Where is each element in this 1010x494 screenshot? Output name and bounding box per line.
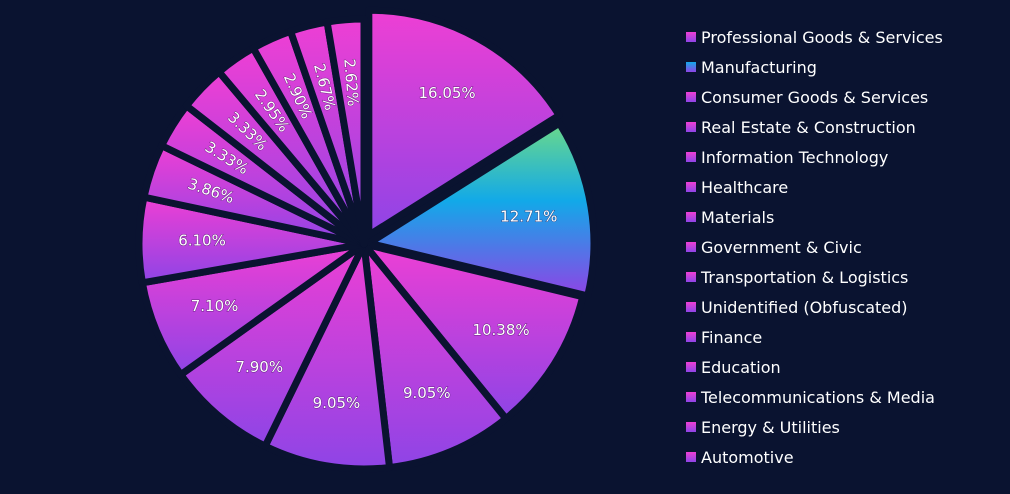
legend-item: Real Estate & Construction xyxy=(686,112,943,142)
legend-swatch xyxy=(686,122,696,132)
legend-item: Information Technology xyxy=(686,142,943,172)
legend-item: Automotive xyxy=(686,442,943,472)
legend-label: Unidentified (Obfuscated) xyxy=(701,297,908,317)
legend-swatch xyxy=(686,152,696,162)
legend-item: Manufacturing xyxy=(686,52,943,82)
legend-label: Real Estate & Construction xyxy=(701,117,916,137)
legend-label: Finance xyxy=(701,327,763,347)
legend-swatch xyxy=(686,242,696,252)
pie-slice-real-estate-construction xyxy=(360,240,510,472)
data-label: 16.05% xyxy=(418,84,475,102)
legend-swatch xyxy=(686,182,696,192)
pie-slice-information-technology xyxy=(261,240,394,473)
legend-label: Manufacturing xyxy=(701,57,817,77)
legend-item: Materials xyxy=(686,202,943,232)
legend-label: Materials xyxy=(701,207,775,227)
legend-swatch xyxy=(686,302,696,312)
legend-label: Government & Civic xyxy=(701,237,862,257)
legend-item: Professional Goods & Services xyxy=(686,22,943,52)
data-label: 2.62% xyxy=(340,58,362,107)
legend-label: Healthcare xyxy=(701,177,789,197)
legend-label: Transportation & Logistics xyxy=(701,267,909,287)
legend: Professional Goods & Services Manufacturi… xyxy=(686,22,943,472)
legend-item: Education xyxy=(686,352,943,382)
legend-label: Automotive xyxy=(701,447,794,467)
pie-slice-automotive xyxy=(323,15,368,248)
legend-swatch xyxy=(686,62,696,72)
legend-item: Telecommunications & Media xyxy=(686,382,943,412)
legend-swatch xyxy=(686,392,696,402)
legend-label: Telecommunications & Media xyxy=(701,387,935,407)
legend-label: Consumer Goods & Services xyxy=(701,87,929,107)
data-label: 7.90% xyxy=(235,358,283,376)
pie-slice-professional-goods-services xyxy=(365,6,563,239)
legend-item: Consumer Goods & Services xyxy=(686,82,943,112)
data-label: 10.38% xyxy=(472,321,529,339)
legend-swatch xyxy=(686,422,696,432)
legend-label: Professional Goods & Services xyxy=(701,27,943,47)
legend-item: Government & Civic xyxy=(686,232,943,262)
legend-swatch xyxy=(686,272,696,282)
data-label: 9.05% xyxy=(313,394,361,412)
legend-item: Energy & Utilities xyxy=(686,412,943,442)
data-label: 7.10% xyxy=(191,297,239,315)
legend-swatch xyxy=(686,32,696,42)
legend-item: Healthcare xyxy=(686,172,943,202)
legend-label: Energy & Utilities xyxy=(701,417,840,437)
data-label: 6.10% xyxy=(178,232,226,250)
legend-label: Information Technology xyxy=(701,147,889,167)
legend-label: Education xyxy=(701,357,781,377)
legend-item: Transportation & Logistics xyxy=(686,262,943,292)
pie-slice-consumer-goods-services xyxy=(360,240,587,423)
pie-slice-manufacturing xyxy=(365,119,598,300)
data-label: 9.05% xyxy=(403,384,451,402)
legend-item: Finance xyxy=(686,322,943,352)
legend-swatch xyxy=(686,92,696,102)
legend-item: Unidentified (Obfuscated) xyxy=(686,292,943,322)
legend-swatch xyxy=(686,332,696,342)
legend-swatch xyxy=(686,452,696,462)
data-label: 12.71% xyxy=(500,207,557,225)
legend-swatch xyxy=(686,212,696,222)
legend-swatch xyxy=(686,362,696,372)
